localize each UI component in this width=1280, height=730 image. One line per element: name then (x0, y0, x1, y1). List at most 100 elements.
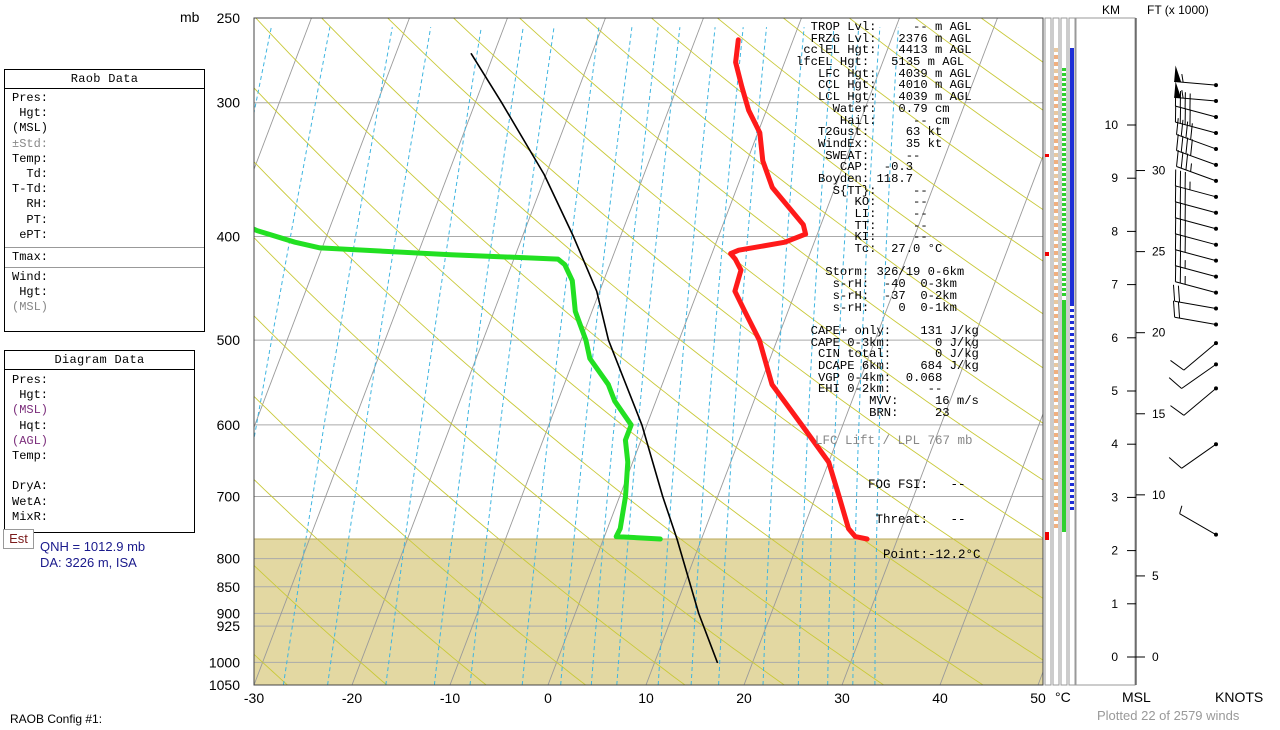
stat-row: DCAPE 6km: 684 J/kg (796, 358, 979, 373)
stat-row: EHI 0-2km: -- (796, 382, 943, 397)
mixing-ratio-line (254, 27, 331, 442)
stability-bar (1070, 333, 1074, 336)
wind-barb-staff (1181, 363, 1217, 389)
est-button[interactable]: Est (3, 529, 34, 549)
wind-barb-staff (1175, 185, 1217, 198)
wind-barb-flag (1168, 377, 1182, 389)
isotherm-line (449, 18, 704, 685)
mixing-ratio-line (657, 27, 716, 685)
stability-bar (1054, 321, 1058, 325)
temp-tick-label: 40 (932, 690, 948, 706)
stability-bar (1062, 103, 1066, 106)
wind-barb-staff (1175, 281, 1217, 294)
diagram-row: (AGL) (12, 433, 49, 448)
lfc-lift-label: LFC Lift / LPL 767 mb (815, 434, 973, 448)
ground-fill (254, 539, 1043, 685)
stability-bar (1070, 495, 1074, 498)
stability-bar (1045, 532, 1049, 540)
wind-barb-dot (1214, 362, 1218, 367)
diagram-row: Temp: (12, 448, 49, 463)
stability-bar (1070, 435, 1074, 438)
density-altitude-label: DA: 3226 m, ISA (40, 555, 137, 570)
diagram-row: DryA: (12, 479, 49, 494)
wind-barb-flag (1180, 135, 1184, 153)
wind-barb-flag (1180, 119, 1184, 137)
dry-adiabat-line (585, 18, 1043, 369)
stability-bar (1070, 48, 1074, 303)
diagram-row: WetA: (12, 494, 49, 509)
raob-row: Tmax: (12, 249, 49, 264)
dry-adiabat-line (254, 478, 487, 685)
stat-row: TT: -- (796, 218, 928, 233)
wind-barb-dot (1214, 306, 1218, 311)
wind-barb-dot (1214, 341, 1218, 346)
stability-bar (1062, 293, 1066, 296)
dry-adiabat-line (254, 87, 984, 685)
stability-bar (1070, 489, 1074, 492)
stability-bar (1054, 510, 1058, 514)
stability-bar (1070, 507, 1074, 510)
stability-bar (1062, 243, 1066, 246)
raob-row: ePT: (12, 227, 49, 242)
mixing-ratio-line (433, 27, 524, 685)
mixing-ratio-line (282, 27, 393, 685)
stability-bar (1054, 314, 1058, 318)
stability-bar (1062, 268, 1066, 271)
wind-barb-dot (1214, 194, 1218, 199)
stability-bar (1070, 387, 1074, 390)
stability-bar (1054, 188, 1058, 192)
diagram-row: Pres: (12, 373, 49, 387)
stability-bar (1054, 398, 1058, 402)
stat-row: lfcEL Hgt: 5135 m AGL (796, 55, 965, 70)
stability-bar (1054, 153, 1058, 157)
stability-bar (1054, 272, 1058, 276)
stability-bar (1054, 426, 1058, 430)
dry-adiabat-line (453, 18, 1043, 481)
stability-bar (1054, 146, 1058, 150)
wind-barb-dot (1214, 532, 1218, 537)
mixing-ratio-line (762, 27, 805, 685)
stat-row: BRN: 23 (796, 405, 950, 420)
km-tick-label: 1 (1111, 597, 1118, 611)
stability-bar (1054, 104, 1058, 108)
stability-bar (1054, 139, 1058, 143)
stat-row: Tc: 27.0 °C (796, 242, 943, 257)
temp-tick-label: -20 (342, 690, 362, 706)
mixing-ratio-line (852, 27, 881, 685)
stat-row: T2Gust: 63 kt (796, 125, 943, 140)
stability-bar (1054, 62, 1058, 66)
stability-bar (1054, 230, 1058, 234)
stat-row: KI: -- (796, 230, 928, 245)
wind-barb-staff (1179, 513, 1217, 536)
wind-barb-flag (1177, 285, 1181, 303)
stability-bar (1054, 167, 1058, 171)
stability-bar (1054, 412, 1058, 416)
wind-barb-staff (1175, 217, 1217, 230)
km-tick-label: 2 (1111, 544, 1118, 558)
stability-bar (1054, 223, 1058, 227)
stability-bar (1054, 48, 1058, 52)
stability-bar (1062, 203, 1066, 206)
stability-bar (1070, 471, 1074, 474)
temperature-line (728, 37, 870, 542)
stability-bar (1054, 489, 1058, 493)
stability-bar (1054, 433, 1058, 437)
wind-barb-dot (1214, 386, 1218, 391)
wind-barb-dot (1214, 242, 1218, 247)
wind-barb-pennant (1174, 65, 1182, 83)
stability-bar (1070, 423, 1074, 426)
plot-area (254, 18, 1043, 685)
stability-bar (1062, 233, 1066, 236)
stability-bar (1054, 132, 1058, 136)
wind-barb-staff (1176, 166, 1217, 182)
wind-barb-flag (1177, 301, 1181, 319)
stability-bar (1054, 482, 1058, 486)
raob-row: Hgt: (12, 285, 49, 300)
stability-bar (1062, 288, 1066, 291)
stability-bar (1054, 237, 1058, 241)
mixing-ratio-line (521, 27, 600, 685)
isotherm-line (254, 18, 312, 171)
stability-bar (1062, 68, 1066, 71)
fog-row: Point:-12.2°C (868, 548, 981, 563)
stability-bar (1062, 258, 1066, 261)
